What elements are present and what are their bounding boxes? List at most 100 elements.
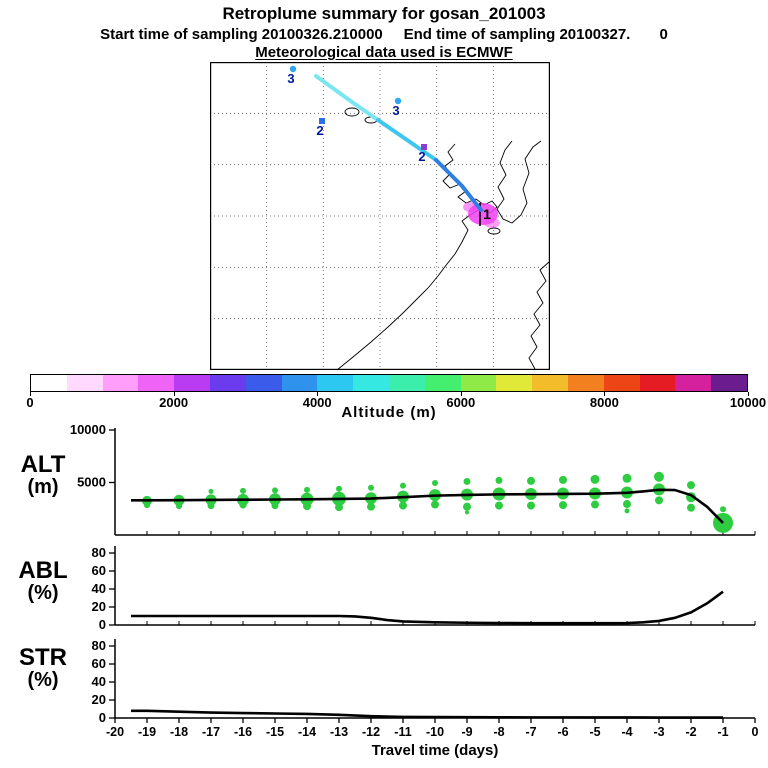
svg-text:0: 0: [752, 725, 759, 739]
svg-text:-7: -7: [525, 725, 536, 739]
colorbar-segment: [66, 375, 103, 391]
svg-text:3: 3: [392, 103, 399, 118]
svg-text:2: 2: [316, 123, 323, 138]
colorbar-segment: [174, 375, 210, 391]
colorbar-tickmark: [604, 392, 606, 396]
map-gridlines: [210, 62, 550, 370]
colorbar-segment: [675, 375, 712, 391]
colorbar-segment: [317, 375, 354, 391]
svg-text:60: 60: [92, 656, 106, 671]
abl-axis-title-line1: ABL: [18, 557, 68, 584]
colorbar-segment: [388, 375, 425, 391]
colorbar-segment: [281, 375, 318, 391]
svg-text:-13: -13: [330, 725, 348, 739]
coastlines: [336, 107, 550, 370]
svg-text:40: 40: [92, 674, 106, 689]
colorbar-tick-label: 10000: [729, 395, 767, 410]
colorbar-tickmark: [30, 392, 31, 396]
alt-mean-line: [131, 488, 724, 524]
panel-abl: 80 60 40 20 0: [92, 545, 756, 632]
svg-text:0: 0: [99, 617, 106, 632]
colorbar-tick-label: 6000: [446, 395, 476, 410]
colorbar-segment: [460, 375, 497, 391]
svg-text:-10: -10: [426, 725, 444, 739]
colorbar-segment: [603, 375, 640, 391]
sampling-times-line: Start time of sampling 20100326.210000 E…: [100, 26, 668, 43]
svg-text:60: 60: [92, 563, 106, 578]
svg-text:5000: 5000: [77, 475, 106, 490]
svg-text:-11: -11: [394, 725, 411, 739]
cluster-markers: 3 2 3 2: [287, 65, 427, 164]
svg-text:2: 2: [418, 149, 425, 164]
svg-text:80: 80: [92, 638, 106, 653]
colorbar-tick-label: 2000: [159, 395, 189, 410]
colorbar-tick-label: 8000: [589, 395, 619, 410]
svg-text:80: 80: [92, 545, 106, 560]
svg-text:3: 3: [287, 71, 294, 86]
panel-str: 80 60 40 20 0: [92, 638, 756, 725]
colorbar-segment: [532, 375, 568, 391]
abl-axis-title-line2: (%): [27, 582, 59, 605]
alt-axis-title: ALT (m): [6, 452, 80, 498]
svg-text:0: 0: [99, 710, 106, 725]
colorbar-gradient: [31, 375, 747, 391]
figure-title: Retroplume summary for gosan_201003: [222, 4, 546, 23]
str-axis-title-line1: STR: [19, 644, 67, 671]
colorbar-tickmark: [317, 392, 319, 396]
svg-text:-5: -5: [589, 725, 600, 739]
receptor-plume-blob: 1: [463, 202, 500, 228]
x-axis-title: Travel time (days): [371, 742, 499, 759]
svg-text:40: 40: [92, 581, 106, 596]
colorbar-segment: [102, 375, 139, 391]
colorbar-tickmark: [460, 392, 462, 396]
colorbar-segment: [639, 375, 676, 391]
colorbar-segment: [567, 375, 604, 391]
svg-text:20: 20: [92, 692, 106, 707]
svg-text:-9: -9: [461, 725, 472, 739]
colorbar-segment: [245, 375, 282, 391]
svg-text:-20: -20: [106, 725, 124, 739]
svg-text:-3: -3: [653, 725, 664, 739]
colorbar-tickmark: [173, 392, 175, 396]
svg-text:-16: -16: [234, 725, 252, 739]
colorbar-segment: [496, 375, 533, 391]
map-panel: 1 3 2 3 2: [210, 62, 550, 370]
str-axis-title: STR (%): [6, 645, 80, 691]
alt-scatter-dots: [142, 471, 733, 533]
colorbar-segment: [711, 375, 747, 391]
svg-text:-4: -4: [621, 725, 632, 739]
met-data-line: Meteorological data used is ECMWF: [255, 44, 513, 61]
svg-text:-12: -12: [362, 725, 380, 739]
alt-axis-title-line1: ALT: [20, 451, 66, 478]
svg-text:-18: -18: [170, 725, 188, 739]
svg-text:-14: -14: [298, 725, 316, 739]
colorbar-segment: [353, 375, 389, 391]
colorbar-tick-label: 4000: [302, 395, 332, 410]
map-frame: [210, 62, 550, 370]
abl-mean-line: [131, 590, 724, 625]
svg-text:-15: -15: [266, 725, 284, 739]
svg-text:-19: -19: [138, 725, 156, 739]
colorbar-segment: [138, 375, 175, 391]
colorbar-tickmark: [748, 392, 749, 396]
str-mean-line: [131, 709, 723, 719]
altitude-colorbar: [30, 374, 748, 392]
svg-text:10000: 10000: [70, 422, 106, 437]
colorbar-tick-row: 0 2000 4000 6000 8000 10000: [26, 392, 766, 414]
svg-text:-17: -17: [202, 725, 220, 739]
svg-text:20: 20: [92, 599, 106, 614]
svg-text:-1: -1: [717, 725, 728, 739]
colorbar-tick-label: 0: [26, 395, 34, 410]
alt-axis-title-line2: (m): [27, 476, 59, 499]
str-axis-title-line2: (%): [27, 669, 59, 692]
svg-text:-6: -6: [557, 725, 568, 739]
colorbar-label: Altitude (m): [341, 404, 437, 421]
colorbar-segment: [31, 375, 67, 391]
panel-alt: 10000 5000: [70, 422, 756, 536]
abl-axis-title: ABL (%): [6, 558, 80, 604]
retroplume-trajectory: [314, 74, 483, 212]
colorbar-segment: [209, 375, 246, 391]
receptor-label: 1: [483, 206, 491, 222]
